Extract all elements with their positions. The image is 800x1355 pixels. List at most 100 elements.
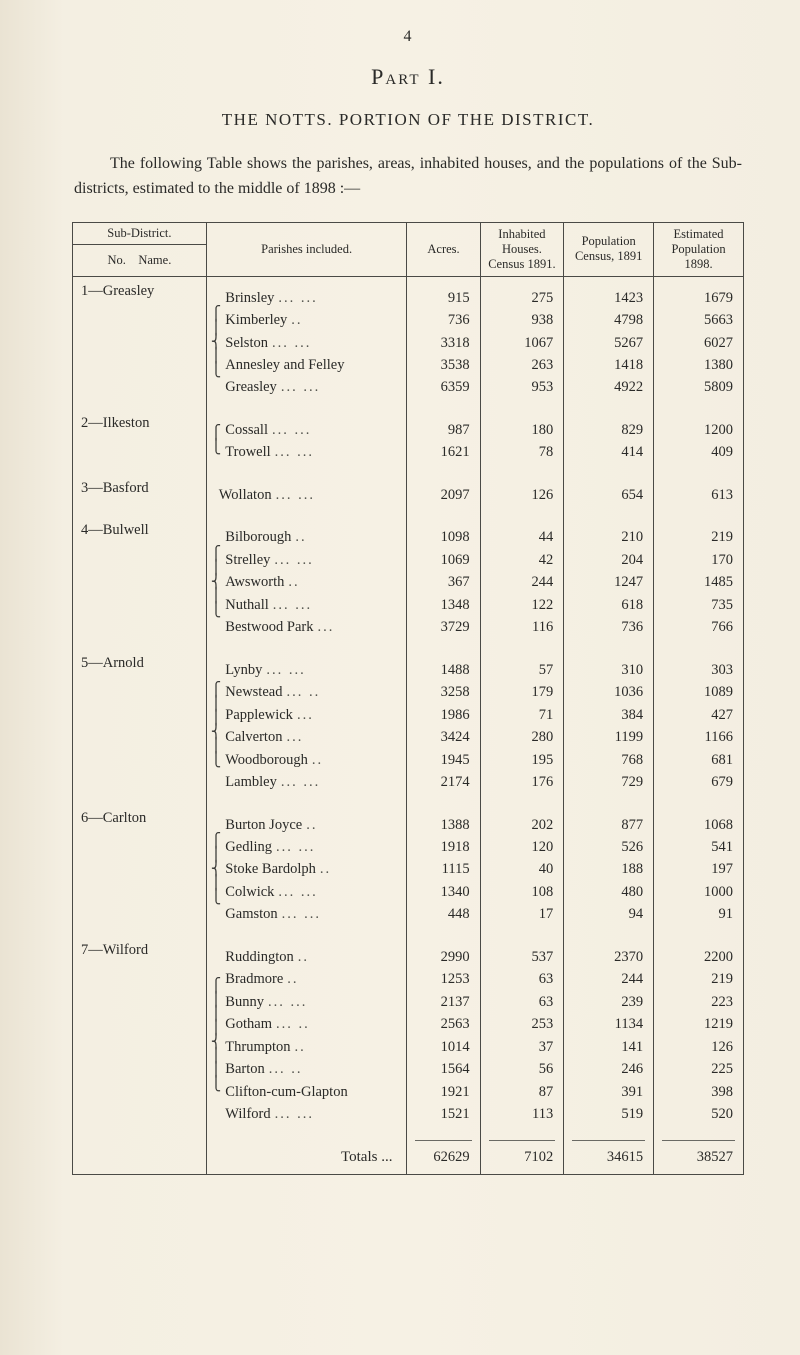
num-cell-pop: 14234798526714184922 (564, 276, 654, 409)
num-cell-est: 613 (654, 474, 744, 516)
value-est: 613 (658, 484, 733, 506)
dots: ... ... (281, 376, 395, 398)
parish-row: Bradmore.. (225, 968, 404, 990)
value-est: 1000 (658, 881, 733, 903)
value-pop: 519 (568, 1103, 643, 1125)
value-pop: 204 (568, 549, 643, 571)
num-cell-est: 22002192231219126225398520 (654, 936, 744, 1136)
num-cell-houses: 2759381067263953 (480, 276, 564, 409)
dots: .. (287, 968, 394, 990)
section-title: THE NOTTS. PORTION OF THE DISTRICT. (72, 110, 744, 130)
parish-row: Wollaton... ... (219, 484, 405, 506)
parish-name: Bestwood Park (225, 616, 313, 638)
header-parishes: Parishes included. (206, 222, 407, 276)
parish-row: Gotham... .. (225, 1013, 404, 1035)
parish-row: Cossall... ... (225, 419, 404, 441)
value-houses: 120 (485, 836, 554, 858)
dots: .. (291, 309, 394, 331)
num-cell-acres: 148832581986342419452174 (407, 649, 480, 804)
parish-name: Wilford (225, 1103, 270, 1125)
parish-row: Lynby... ... (225, 659, 404, 681)
brace-icon: ⎧⎩ (211, 419, 222, 464)
parish-name: Trowell (225, 441, 270, 463)
parish-row: Bestwood Park... (225, 616, 404, 638)
dots: ... ... (266, 659, 394, 681)
subdistrict-name: —Arnold (88, 655, 144, 672)
value-pop: 141 (568, 1036, 643, 1058)
value-houses: 180 (485, 419, 554, 441)
value-est: 409 (658, 441, 733, 463)
parish-name: Selston (225, 332, 268, 354)
value-acres: 1621 (411, 441, 469, 463)
value-acres: 1253 (411, 968, 469, 990)
value-acres: 1348 (411, 594, 469, 616)
value-est: 223 (658, 991, 733, 1013)
intro-paragraph: The following Table shows the parishes, … (74, 152, 742, 202)
value-est: 1679 (658, 287, 733, 309)
totals-spacer (73, 1141, 207, 1175)
parish-name: Bilborough (225, 526, 291, 548)
dots: ... ... (275, 1103, 395, 1125)
value-est: 735 (658, 594, 733, 616)
value-houses: 1067 (485, 332, 554, 354)
parish-name: Thrumpton (225, 1036, 290, 1058)
dots: ... (286, 726, 394, 748)
value-est: 219 (658, 968, 733, 990)
parish-name: Bradmore (225, 968, 283, 990)
parish-name: Papplewick (225, 704, 293, 726)
value-houses: 176 (485, 771, 554, 793)
value-pop: 1247 (568, 571, 643, 593)
dots: ... ... (273, 594, 395, 616)
value-acres: 1340 (411, 881, 469, 903)
parishes-cell: ⎧⎪⎪⎨⎪⎩Lynby... ...Newstead... ..Papplewi… (206, 649, 407, 804)
value-houses: 116 (485, 616, 554, 638)
page-number: 4 (72, 28, 744, 46)
dots: ... ... (282, 903, 395, 925)
parish-row: Strelley... ... (225, 549, 404, 571)
value-pop: 94 (568, 903, 643, 925)
value-est: 1166 (658, 726, 733, 748)
num-cell-acres: 9871621 (407, 409, 480, 474)
value-acres: 1069 (411, 549, 469, 571)
value-est: 197 (658, 858, 733, 880)
value-acres: 1986 (411, 704, 469, 726)
value-est: 91 (658, 903, 733, 925)
parish-row: Awsworth.. (225, 571, 404, 593)
value-pop: 768 (568, 749, 643, 771)
value-pop: 1199 (568, 726, 643, 748)
dots: ... ... (278, 881, 394, 903)
brace-icon: ⎧⎪⎪⎨⎪⎩ (211, 659, 222, 794)
subdistrict-name: —Bulwell (88, 522, 148, 539)
num-cell-pop: 87752618848094 (564, 804, 654, 936)
value-acres: 2990 (411, 946, 469, 968)
brace-icon: ⎧⎪⎪⎪⎨⎪⎪⎩ (211, 946, 222, 1126)
value-est: 303 (658, 659, 733, 681)
value-houses: 42 (485, 549, 554, 571)
value-houses: 195 (485, 749, 554, 771)
value-acres: 987 (411, 419, 469, 441)
value-pop: 1036 (568, 681, 643, 703)
parish-row: Selston... ... (225, 332, 404, 354)
parish-name: Burton Joyce (225, 814, 302, 836)
value-est: 520 (658, 1103, 733, 1125)
num-cell-houses: 2021204010817 (480, 804, 564, 936)
num-cell-houses: 5376363253375687113 (480, 936, 564, 1136)
parishes-cell: ⎧⎩Cossall... ...Trowell... ... (206, 409, 407, 474)
value-houses: 275 (485, 287, 554, 309)
dots: ... ... (268, 991, 395, 1013)
parish-name: Kimberley (225, 309, 287, 331)
brace-icon: ⎧⎪⎨⎪⎩ (211, 526, 222, 638)
value-houses: 253 (485, 1013, 554, 1035)
value-pop: 4798 (568, 309, 643, 331)
value-est: 766 (658, 616, 733, 638)
totals-houses: 7102 (480, 1141, 564, 1175)
dots: ... ... (281, 771, 395, 793)
num-cell-pop: 31010363841199768729 (564, 649, 654, 804)
parish-row: Newstead... .. (225, 681, 404, 703)
value-acres: 2174 (411, 771, 469, 793)
parish-row: Thrumpton.. (225, 1036, 404, 1058)
value-houses: 44 (485, 526, 554, 548)
dots: .. (295, 1036, 395, 1058)
subdistrict-cell: 3—Basford (73, 474, 207, 516)
value-acres: 448 (411, 903, 469, 925)
